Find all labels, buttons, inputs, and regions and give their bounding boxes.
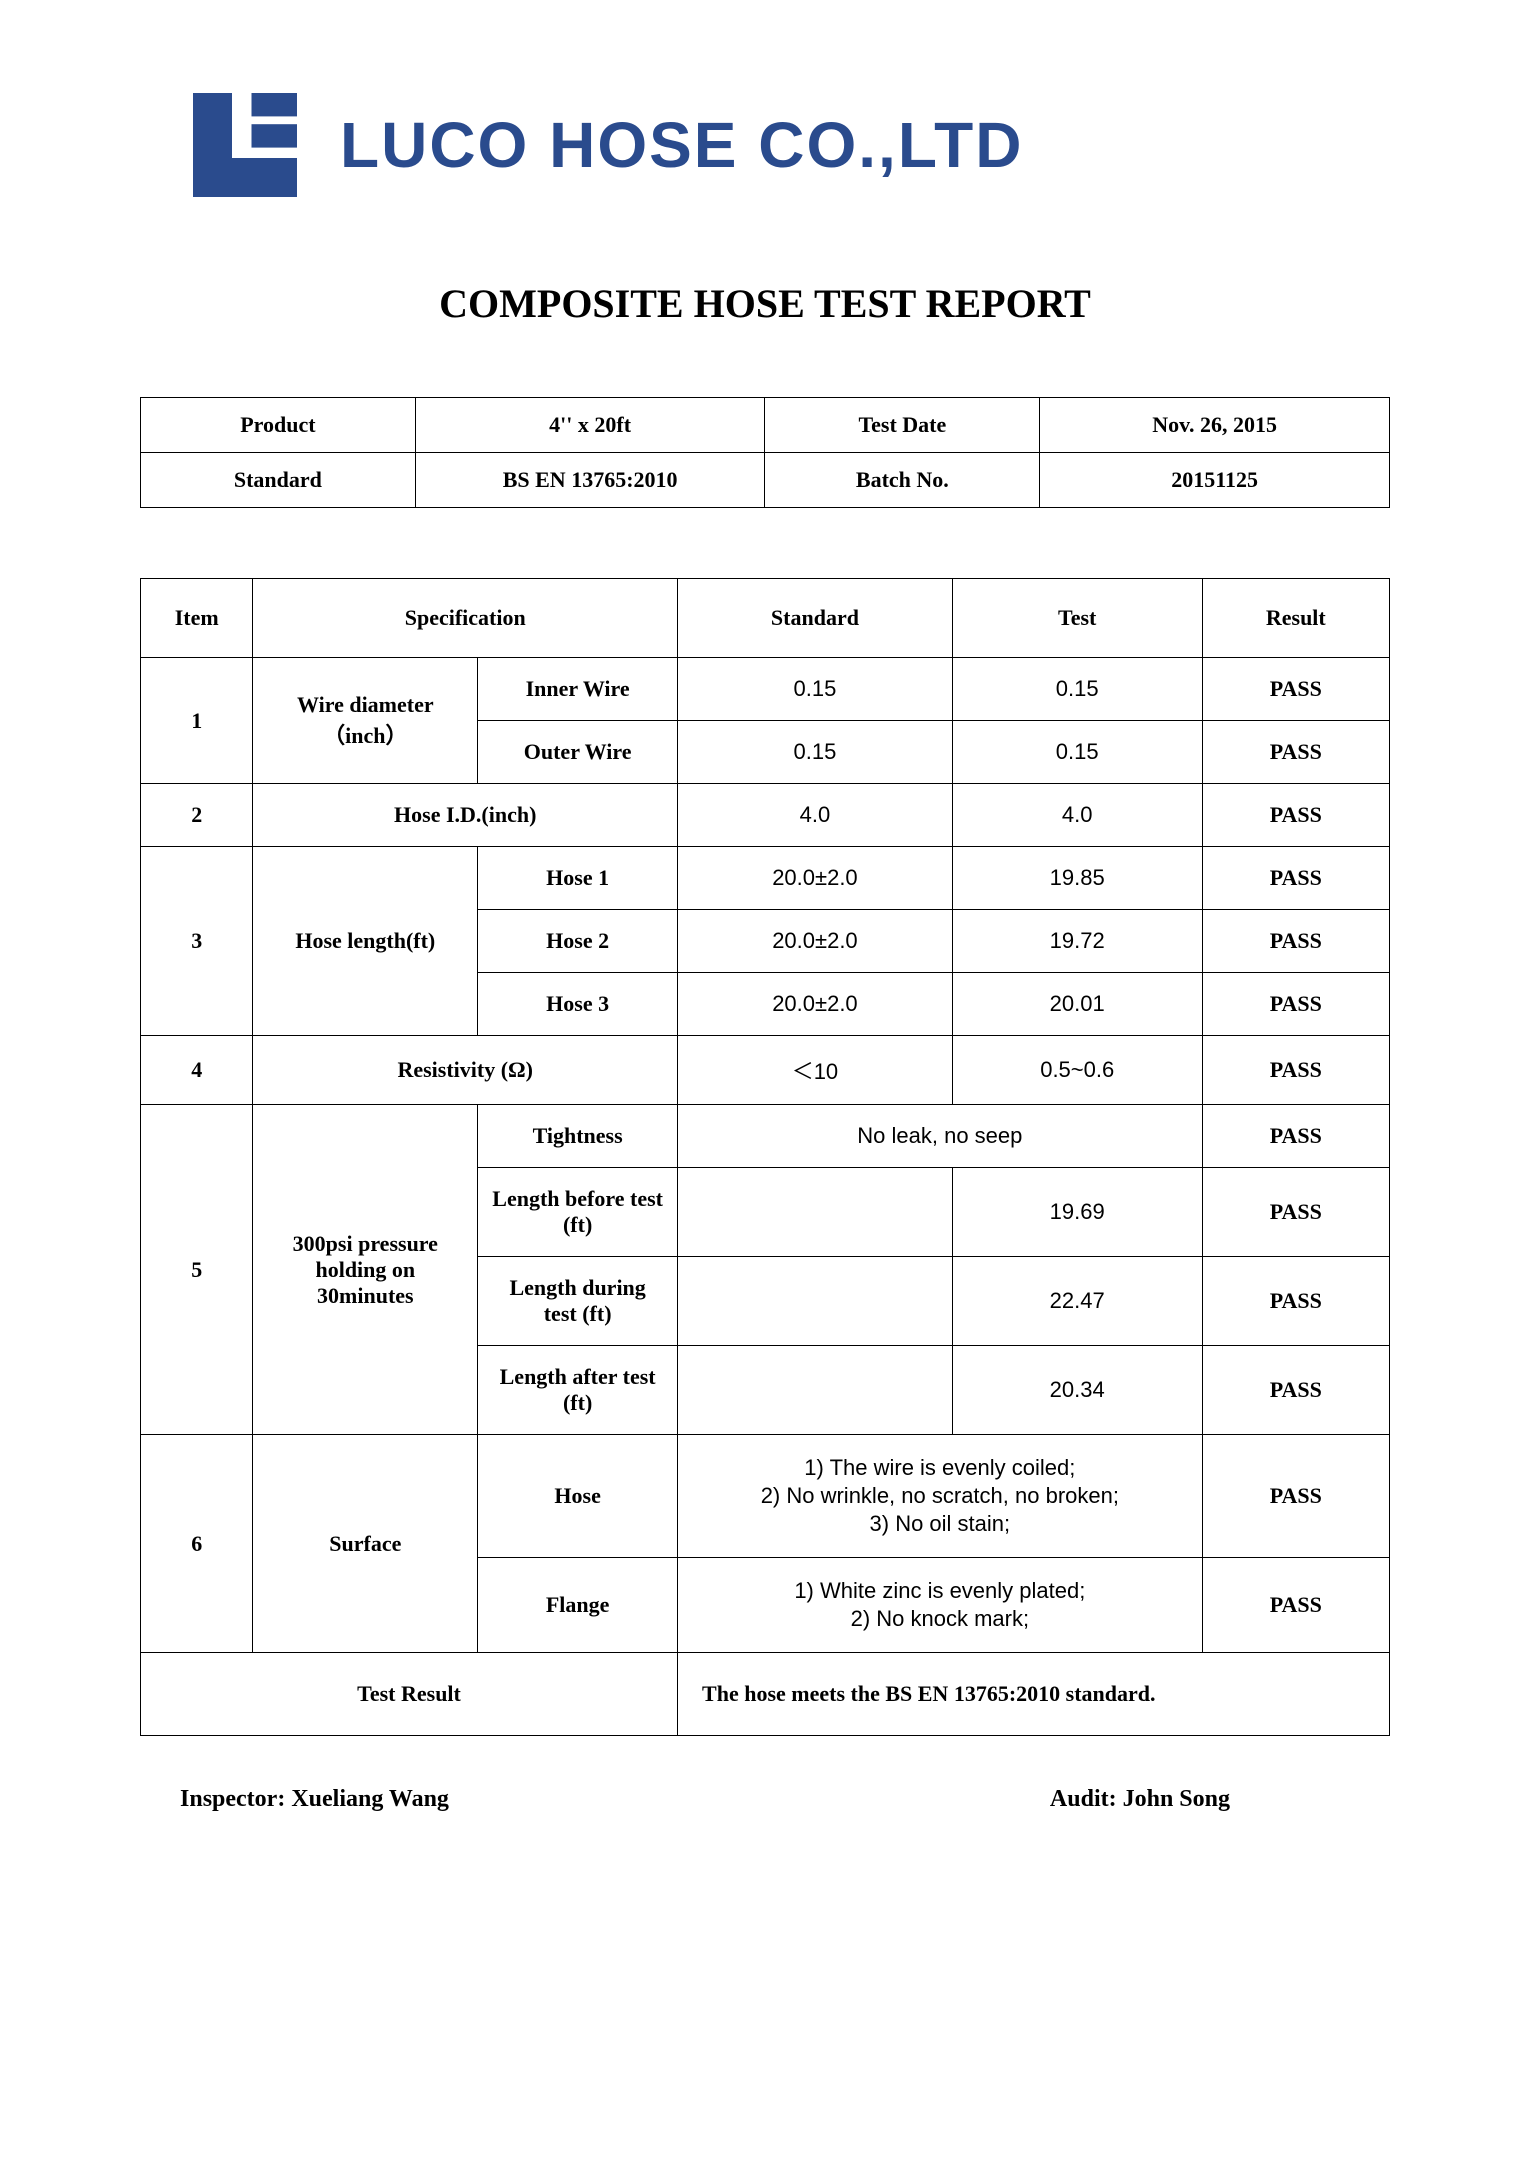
signature-row: Inspector: Xueliang Wang Audit: John Son… bbox=[140, 1786, 1390, 1813]
res-2: PASS bbox=[1202, 784, 1389, 847]
test-3a: 19.85 bbox=[952, 847, 1202, 910]
test-5c: 22.47 bbox=[952, 1257, 1202, 1346]
h-spec: Specification bbox=[253, 579, 678, 658]
report-title: COMPOSITE HOSE TEST REPORT bbox=[140, 280, 1390, 327]
sub-3a: Hose 1 bbox=[478, 847, 678, 910]
notes-6a: 1) The wire is evenly coiled; 2) No wrin… bbox=[678, 1435, 1203, 1558]
final-text: The hose meets the BS EN 13765:2010 stan… bbox=[678, 1653, 1390, 1736]
row-6a: 6 Surface Hose 1) The wire is evenly coi… bbox=[141, 1435, 1390, 1558]
h-item: Item bbox=[141, 579, 253, 658]
res-4: PASS bbox=[1202, 1036, 1389, 1105]
sub-3c: Hose 3 bbox=[478, 973, 678, 1036]
std-1a: 0.15 bbox=[678, 658, 953, 721]
item-6: 6 bbox=[141, 1435, 253, 1653]
sub-5d: Length after test (ft) bbox=[478, 1346, 678, 1435]
std-3a: 20.0±2.0 bbox=[678, 847, 953, 910]
sub-6b: Flange bbox=[478, 1558, 678, 1653]
spec-3: Hose length(ft) bbox=[253, 847, 478, 1036]
std-5c bbox=[678, 1257, 953, 1346]
stdtest-5a: No leak, no seep bbox=[678, 1105, 1203, 1168]
note-6b-1: 1) White zinc is evenly plated; bbox=[692, 1578, 1188, 1604]
res-6b: PASS bbox=[1202, 1558, 1389, 1653]
final-label: Test Result bbox=[141, 1653, 678, 1736]
document-page: LUCO HOSE CO.,LTD COMPOSITE HOSE TEST RE… bbox=[0, 0, 1530, 1913]
std-3b: 20.0±2.0 bbox=[678, 910, 953, 973]
std-3c: 20.0±2.0 bbox=[678, 973, 953, 1036]
value-product: 4'' x 20ft bbox=[415, 398, 765, 453]
res-3c: PASS bbox=[1202, 973, 1389, 1036]
spec-2: Hose I.D.(inch) bbox=[253, 784, 678, 847]
value-batch-no: 20151125 bbox=[1040, 453, 1390, 508]
company-name: LUCO HOSE CO.,LTD bbox=[340, 108, 1023, 182]
h-standard: Standard bbox=[678, 579, 953, 658]
item-3: 3 bbox=[141, 847, 253, 1036]
info-table: Product 4'' x 20ft Test Date Nov. 26, 20… bbox=[140, 397, 1390, 508]
std-2: 4.0 bbox=[678, 784, 953, 847]
company-logo-icon bbox=[180, 80, 310, 210]
header-row: Item Specification Standard Test Result bbox=[141, 579, 1390, 658]
info-row-1: Product 4'' x 20ft Test Date Nov. 26, 20… bbox=[141, 398, 1390, 453]
row-1a: 1 Wire diameter（inch） Inner Wire 0.15 0.… bbox=[141, 658, 1390, 721]
row-final: Test Result The hose meets the BS EN 137… bbox=[141, 1653, 1390, 1736]
test-5d: 20.34 bbox=[952, 1346, 1202, 1435]
std-5b bbox=[678, 1168, 953, 1257]
std-5d bbox=[678, 1346, 953, 1435]
item-1: 1 bbox=[141, 658, 253, 784]
row-3a: 3 Hose length(ft) Hose 1 20.0±2.0 19.85 … bbox=[141, 847, 1390, 910]
value-standard: BS EN 13765:2010 bbox=[415, 453, 765, 508]
item-2: 2 bbox=[141, 784, 253, 847]
value-test-date: Nov. 26, 2015 bbox=[1040, 398, 1390, 453]
spec-1: Wire diameter（inch） bbox=[253, 658, 478, 784]
note-6b-2: 2) No knock mark; bbox=[692, 1606, 1188, 1632]
spec-6: Surface bbox=[253, 1435, 478, 1653]
res-5a: PASS bbox=[1202, 1105, 1389, 1168]
spec-4: Resistivity (Ω) bbox=[253, 1036, 678, 1105]
label-product: Product bbox=[141, 398, 416, 453]
test-3b: 19.72 bbox=[952, 910, 1202, 973]
info-row-2: Standard BS EN 13765:2010 Batch No. 2015… bbox=[141, 453, 1390, 508]
test-1b: 0.15 bbox=[952, 721, 1202, 784]
res-3b: PASS bbox=[1202, 910, 1389, 973]
sub-5a: Tightness bbox=[478, 1105, 678, 1168]
sub-6a: Hose bbox=[478, 1435, 678, 1558]
notes-6b: 1) White zinc is evenly plated; 2) No kn… bbox=[678, 1558, 1203, 1653]
res-5b: PASS bbox=[1202, 1168, 1389, 1257]
std-1b: 0.15 bbox=[678, 721, 953, 784]
sub-5b: Length before test (ft) bbox=[478, 1168, 678, 1257]
row-5a: 5 300psi pressure holding on 30minutes T… bbox=[141, 1105, 1390, 1168]
label-batch-no: Batch No. bbox=[765, 453, 1040, 508]
h-result: Result bbox=[1202, 579, 1389, 658]
res-1b: PASS bbox=[1202, 721, 1389, 784]
test-table: Item Specification Standard Test Result … bbox=[140, 578, 1390, 1736]
logo-row: LUCO HOSE CO.,LTD bbox=[180, 80, 1390, 210]
row-2: 2 Hose I.D.(inch) 4.0 4.0 PASS bbox=[141, 784, 1390, 847]
res-5c: PASS bbox=[1202, 1257, 1389, 1346]
note-6a-1: 1) The wire is evenly coiled; bbox=[692, 1455, 1188, 1481]
res-3a: PASS bbox=[1202, 847, 1389, 910]
item-4: 4 bbox=[141, 1036, 253, 1105]
row-4: 4 Resistivity (Ω) ＜10 0.5~0.6 PASS bbox=[141, 1036, 1390, 1105]
test-4: 0.5~0.6 bbox=[952, 1036, 1202, 1105]
label-test-date: Test Date bbox=[765, 398, 1040, 453]
audit-signature: Audit: John Song bbox=[1050, 1786, 1230, 1813]
test-5b: 19.69 bbox=[952, 1168, 1202, 1257]
test-1a: 0.15 bbox=[952, 658, 1202, 721]
item-5: 5 bbox=[141, 1105, 253, 1435]
label-standard: Standard bbox=[141, 453, 416, 508]
test-3c: 20.01 bbox=[952, 973, 1202, 1036]
spec-5: 300psi pressure holding on 30minutes bbox=[253, 1105, 478, 1435]
inspector-signature: Inspector: Xueliang Wang bbox=[180, 1786, 1050, 1813]
note-6a-2: 2) No wrinkle, no scratch, no broken; bbox=[692, 1483, 1188, 1509]
res-6a: PASS bbox=[1202, 1435, 1389, 1558]
res-1a: PASS bbox=[1202, 658, 1389, 721]
h-test: Test bbox=[952, 579, 1202, 658]
sub-5c: Length during test (ft) bbox=[478, 1257, 678, 1346]
res-5d: PASS bbox=[1202, 1346, 1389, 1435]
sub-3b: Hose 2 bbox=[478, 910, 678, 973]
std-4: ＜10 bbox=[678, 1036, 953, 1105]
sub-1b: Outer Wire bbox=[478, 721, 678, 784]
test-2: 4.0 bbox=[952, 784, 1202, 847]
note-6a-3: 3) No oil stain; bbox=[692, 1511, 1188, 1537]
sub-1a: Inner Wire bbox=[478, 658, 678, 721]
